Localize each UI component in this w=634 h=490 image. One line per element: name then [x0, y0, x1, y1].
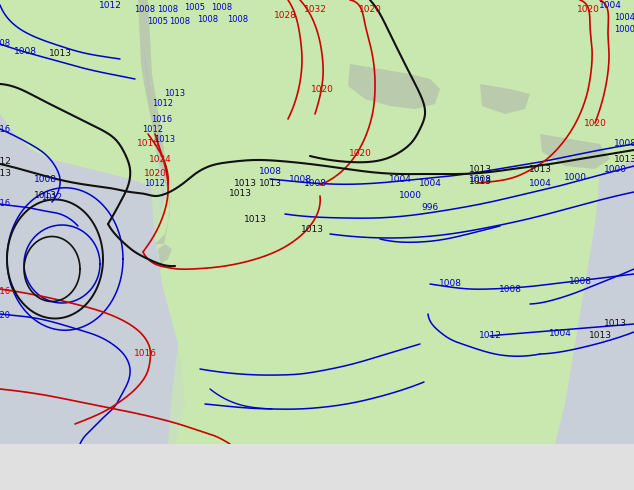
Polygon shape [480, 84, 530, 114]
Text: Surface pressure [hPa] ECMWF: Surface pressure [hPa] ECMWF [6, 454, 188, 466]
Text: 1032: 1032 [304, 5, 327, 15]
Text: 1008: 1008 [569, 276, 592, 286]
Text: 1028: 1028 [273, 10, 297, 20]
Text: 1008: 1008 [197, 16, 219, 24]
Polygon shape [348, 64, 440, 109]
Text: 1024: 1024 [148, 154, 171, 164]
Text: 996: 996 [422, 202, 439, 212]
Text: 1013: 1013 [228, 190, 252, 198]
Text: 1008: 1008 [228, 16, 249, 24]
Text: 1013: 1013 [529, 165, 552, 173]
Text: 1020: 1020 [143, 170, 167, 178]
Text: 1012: 1012 [145, 179, 165, 189]
Text: 1000: 1000 [564, 173, 586, 182]
Polygon shape [138, 0, 634, 444]
Text: 1008: 1008 [614, 140, 634, 148]
Text: 1013: 1013 [243, 215, 266, 223]
Text: 1013: 1013 [155, 134, 176, 144]
Text: 1012: 1012 [143, 124, 164, 133]
Text: 1004: 1004 [548, 329, 571, 339]
Text: 1008: 1008 [304, 179, 327, 189]
Text: 1008: 1008 [469, 174, 491, 183]
Text: 1016: 1016 [134, 349, 157, 359]
Text: 1016: 1016 [0, 124, 11, 133]
Text: 1008: 1008 [169, 18, 191, 26]
Text: 1013: 1013 [469, 165, 491, 173]
Text: 1013: 1013 [233, 179, 257, 189]
Text: 1016: 1016 [0, 288, 11, 296]
Text: 1020: 1020 [359, 5, 382, 15]
Polygon shape [140, 0, 430, 186]
Text: 1016: 1016 [136, 140, 160, 148]
Polygon shape [0, 0, 158, 189]
Text: 1008: 1008 [0, 40, 11, 49]
Polygon shape [138, 0, 240, 444]
Text: 1013: 1013 [588, 332, 612, 341]
Text: 1004: 1004 [389, 174, 411, 183]
Text: 1013: 1013 [34, 192, 56, 200]
Polygon shape [430, 0, 634, 194]
Text: 1004: 1004 [529, 179, 552, 189]
Text: 1004: 1004 [598, 0, 621, 9]
Text: 1020: 1020 [583, 120, 607, 128]
Text: 1008: 1008 [34, 174, 56, 183]
Text: 1020: 1020 [311, 84, 333, 94]
Text: 1005: 1005 [148, 18, 169, 26]
Text: © weatheronline.co.uk: © weatheronline.co.uk [502, 473, 630, 484]
Text: 1013: 1013 [301, 224, 323, 234]
Text: 1012: 1012 [153, 99, 174, 108]
Text: 1004: 1004 [418, 179, 441, 189]
Text: 1012: 1012 [41, 193, 63, 201]
Text: 1012: 1012 [98, 0, 122, 9]
Text: 1020: 1020 [576, 5, 599, 15]
Text: 1005: 1005 [184, 3, 205, 13]
Text: 1020: 1020 [349, 149, 372, 158]
Text: 1012: 1012 [0, 157, 11, 167]
Text: 1016: 1016 [152, 115, 172, 123]
Text: 1013: 1013 [469, 177, 491, 187]
Text: 1000: 1000 [614, 25, 634, 34]
Text: 1013: 1013 [604, 319, 626, 328]
Text: 1008: 1008 [13, 48, 37, 56]
Polygon shape [158, 244, 172, 264]
Text: 1000: 1000 [604, 165, 626, 173]
Polygon shape [540, 134, 610, 169]
Text: 1008: 1008 [288, 174, 311, 183]
Text: 1008: 1008 [134, 5, 155, 15]
Text: 1004: 1004 [614, 14, 634, 23]
Polygon shape [138, 0, 170, 244]
Text: 1008: 1008 [498, 285, 522, 294]
Text: 1000: 1000 [399, 192, 422, 200]
Text: 1008: 1008 [211, 3, 233, 13]
Text: 1008: 1008 [259, 168, 281, 176]
Text: 1020: 1020 [0, 312, 11, 320]
Text: 1012: 1012 [479, 332, 501, 341]
Text: 1013: 1013 [614, 154, 634, 164]
Text: 1013: 1013 [259, 179, 281, 189]
Text: 1013: 1013 [0, 170, 11, 178]
Text: 1016: 1016 [0, 199, 11, 209]
Text: 1013: 1013 [48, 49, 72, 58]
Text: 1008: 1008 [439, 279, 462, 289]
Text: Fr 07-06-2024 00:00 UTC (06+90): Fr 07-06-2024 00:00 UTC (06+90) [430, 450, 630, 464]
Text: 1008: 1008 [157, 5, 179, 15]
Text: 1013: 1013 [164, 90, 186, 98]
